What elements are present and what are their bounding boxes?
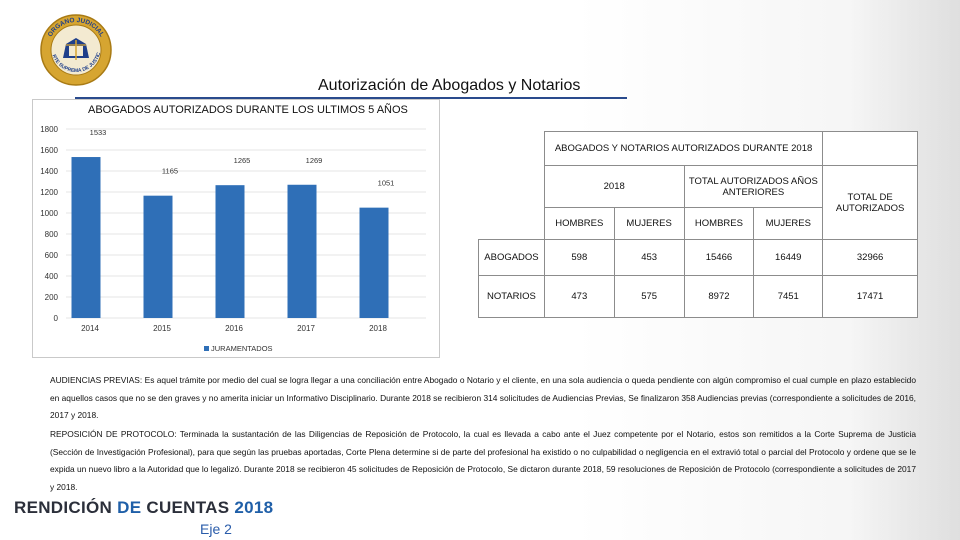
authorized-table-panel: ABOGADOS Y NOTARIOS AUTORIZADOS DURANTE …: [478, 131, 918, 318]
rendicion-word-3: CUENTAS: [146, 498, 230, 517]
rendicion-word-4: 2018: [234, 498, 274, 517]
table-title: ABOGADOS Y NOTARIOS AUTORIZADOS DURANTE …: [543, 131, 824, 166]
x-tick-label: 2017: [297, 324, 315, 333]
paragraph-reposicion-protocolo: REPOSICIÓN DE PROTOCOLO: Terminada la su…: [50, 429, 916, 492]
legend-label: JURAMENTADOS: [211, 344, 273, 353]
x-tick-label: 2018: [369, 324, 387, 333]
header-group-previous: TOTAL AUTORIZADOS AÑOS ANTERIORES: [683, 165, 824, 208]
cell: 575: [613, 275, 685, 318]
rendicion-logo: RENDICIÓN DE CUENTAS 2018: [14, 498, 273, 518]
cell: 8972: [683, 275, 755, 318]
y-tick-label: 600: [45, 251, 59, 260]
header-group-2018: 2018: [543, 165, 685, 208]
bar: [143, 195, 173, 318]
table-row: NOTARIOS 473 575 8972 7451 17471: [478, 275, 918, 318]
bar-value-label: 1265: [234, 156, 251, 165]
table-title-spacer: [822, 131, 918, 166]
cell: 453: [613, 239, 685, 276]
bar-value-label: 1533: [90, 128, 107, 137]
bar-value-label: 1269: [306, 156, 323, 165]
bar-chart: 0 200 400 600 800 1000 1200 1400 1600 1800 1533 201…: [40, 125, 426, 353]
row-label-abogados: ABOGADOS: [478, 239, 545, 276]
bar: [287, 184, 317, 318]
cell: 15466: [683, 239, 755, 276]
y-tick-label: 1600: [40, 146, 58, 155]
x-tick-label: 2016: [225, 324, 243, 333]
court-seal-logo: ORGANO JUDICIAL CORTE SUPREMA DE JUSTICI…: [40, 14, 112, 86]
table-corner-2: [478, 165, 545, 208]
table-row: ABOGADOS 598 453 15466 16449 32966: [478, 239, 918, 276]
subheader-mujeres-prev: MUJERES: [753, 207, 824, 240]
bar-value-label: 1165: [162, 167, 178, 176]
page-title: Autorización de Abogados y Notarios: [318, 77, 581, 94]
authorized-table: ABOGADOS Y NOTARIOS AUTORIZADOS DURANTE …: [478, 131, 918, 318]
cell: 598: [543, 239, 615, 276]
cell: 473: [543, 275, 615, 318]
y-tick-label: 800: [45, 230, 59, 239]
y-tick-label: 1200: [40, 188, 58, 197]
x-tick-label: 2015: [153, 324, 171, 333]
bar-value-label: 1051: [378, 179, 395, 188]
subheader-mujeres-2018: MUJERES: [613, 207, 685, 240]
paragraph-audiencias-previas: AUDIENCIAS PREVIAS: Es aquel trámite por…: [50, 375, 916, 421]
row-label-notarios: NOTARIOS: [478, 275, 545, 318]
y-tick-label: 1800: [40, 125, 58, 134]
y-tick-label: 1400: [40, 167, 58, 176]
title-underline: [75, 97, 627, 99]
subheader-hombres-prev: HOMBRES: [683, 207, 755, 240]
cell: 32966: [822, 239, 918, 276]
legend-swatch: [204, 346, 209, 351]
y-tick-label: 1000: [40, 209, 58, 218]
bar: [215, 185, 245, 318]
bar: [71, 157, 101, 318]
x-tick-label: 2014: [81, 324, 99, 333]
eje-label: Eje 2: [200, 521, 232, 537]
rendicion-word-2: DE: [117, 498, 142, 517]
header-total: TOTAL DE AUTORIZADOS: [822, 165, 918, 240]
table-corner-3: [478, 207, 545, 240]
cell: 17471: [822, 275, 918, 318]
y-tick-label: 400: [45, 272, 59, 281]
y-tick-label: 0: [54, 314, 59, 323]
subheader-hombres-2018: HOMBRES: [543, 207, 615, 240]
bar: [359, 207, 389, 318]
chart-title: ABOGADOS AUTORIZADOS DURANTE LOS ULTIMOS…: [88, 104, 408, 116]
cell: 7451: [753, 275, 824, 318]
cell: 16449: [753, 239, 824, 276]
y-tick-label: 200: [45, 293, 59, 302]
rendicion-word-1: RENDICIÓN: [14, 498, 113, 517]
table-corner: [478, 131, 545, 166]
